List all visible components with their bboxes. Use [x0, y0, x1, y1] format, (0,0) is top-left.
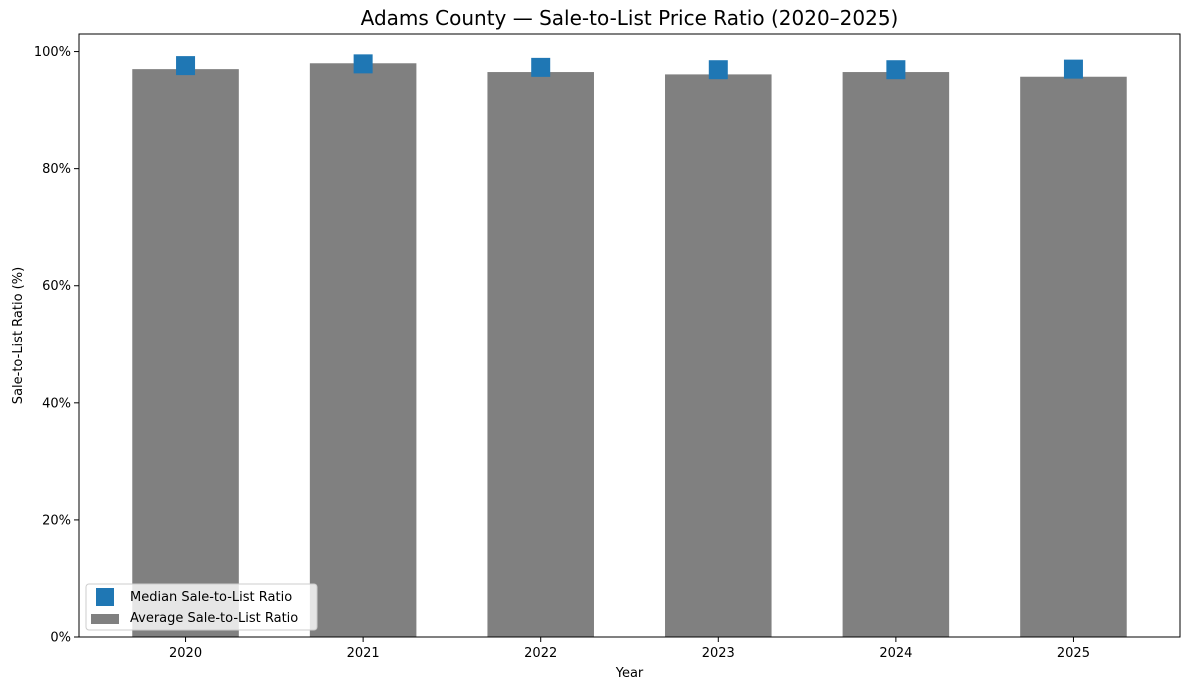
axes: 0% 20% 40% 60% 80% 100% 2020 2021 2022 2023 2024 20… [34, 33, 1181, 661]
y-tick-label: 60% [42, 279, 71, 294]
legend-box [85, 583, 318, 631]
legend-label: Average Sale-to-List Ratio [130, 611, 298, 626]
y-tick-label: 100% [34, 45, 71, 60]
x-axis-label: Year [615, 666, 644, 681]
legend-swatch-average [91, 614, 119, 624]
y-tick-label: 80% [42, 162, 71, 177]
x-tick-label: 2021 [347, 646, 380, 661]
median-marker-2020 [176, 56, 196, 76]
x-tick-label: 2020 [169, 646, 202, 661]
legend-swatch-median [96, 588, 114, 606]
y-tick-label: 0% [50, 631, 71, 646]
bar-2022 [487, 72, 594, 637]
y-axis-label: Sale-to-List Ratio (%) [11, 267, 26, 404]
plot-frame [78, 33, 1181, 638]
median-marker-2021 [353, 54, 373, 74]
x-tick-label: 2022 [524, 646, 557, 661]
median-marker-2025 [1063, 59, 1083, 79]
bar-2020 [132, 69, 239, 637]
chart-title: Adams County — Sale-to-List Price Ratio … [361, 6, 899, 30]
median-marker-2023 [708, 60, 728, 80]
bar-2024 [842, 72, 950, 637]
median-marker-2024 [886, 60, 906, 80]
bar-2023 [665, 74, 772, 638]
bar-2021 [309, 63, 417, 637]
plot-area [132, 54, 1127, 638]
y-tick-label: 20% [42, 513, 71, 528]
median-marker-2022 [531, 57, 551, 77]
x-tick-label: 2023 [702, 646, 735, 661]
legend-label: Median Sale-to-List Ratio [130, 590, 292, 605]
x-tick-label: 2025 [1057, 646, 1090, 661]
y-tick-label: 40% [42, 396, 71, 411]
legend: Median Sale-to-List Ratio Average Sale-to… [85, 583, 318, 631]
bar-2025 [1020, 76, 1127, 638]
x-tick-label: 2024 [879, 646, 912, 661]
